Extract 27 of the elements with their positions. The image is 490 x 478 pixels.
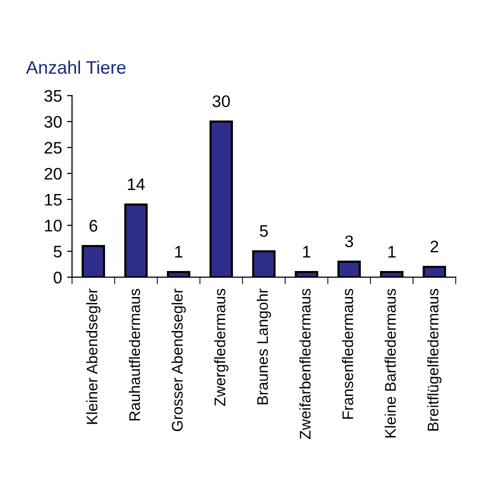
y-tick-label: 5 — [54, 246, 62, 258]
y-axis-title: Anzahl Tiere — [26, 60, 126, 74]
y-tick-label: 0 — [54, 272, 62, 284]
y-tick-label: 15 — [45, 194, 62, 206]
x-tick-label: Zweifarbenfledermaus — [299, 288, 311, 440]
y-tick-label: 25 — [44, 142, 62, 154]
x-tick-label: Fransenfledermaus — [342, 288, 354, 419]
y-tick-label: 10 — [45, 220, 62, 232]
x-tick-label: Kleine Bartfledermaus — [384, 288, 396, 438]
data-label: 5 — [260, 225, 268, 237]
y-tick-label: 35 — [44, 90, 62, 102]
x-tick-label: Rauhautfledermaus — [128, 288, 140, 420]
x-tick-label: Breitflügelfledermaus — [427, 288, 442, 431]
x-tick-label: Grosser Abendsegler — [171, 288, 186, 432]
data-label: 30 — [212, 95, 230, 108]
data-label: 1 — [388, 246, 396, 258]
x-tick-label: Braunes Langohr — [256, 288, 271, 404]
data-label: 14 — [128, 178, 145, 190]
x-tick-label: Kleiner Abendsegler — [86, 288, 100, 424]
data-label: 1 — [175, 246, 182, 258]
x-tick-label: Zwergfledermaus — [214, 288, 228, 406]
y-tick-label: 30 — [44, 116, 62, 128]
data-label: 1 — [303, 246, 310, 258]
data-label: 2 — [430, 240, 438, 252]
data-label: 3 — [345, 235, 354, 248]
data-label: 6 — [90, 220, 98, 232]
y-tick-label: 20 — [44, 168, 62, 180]
